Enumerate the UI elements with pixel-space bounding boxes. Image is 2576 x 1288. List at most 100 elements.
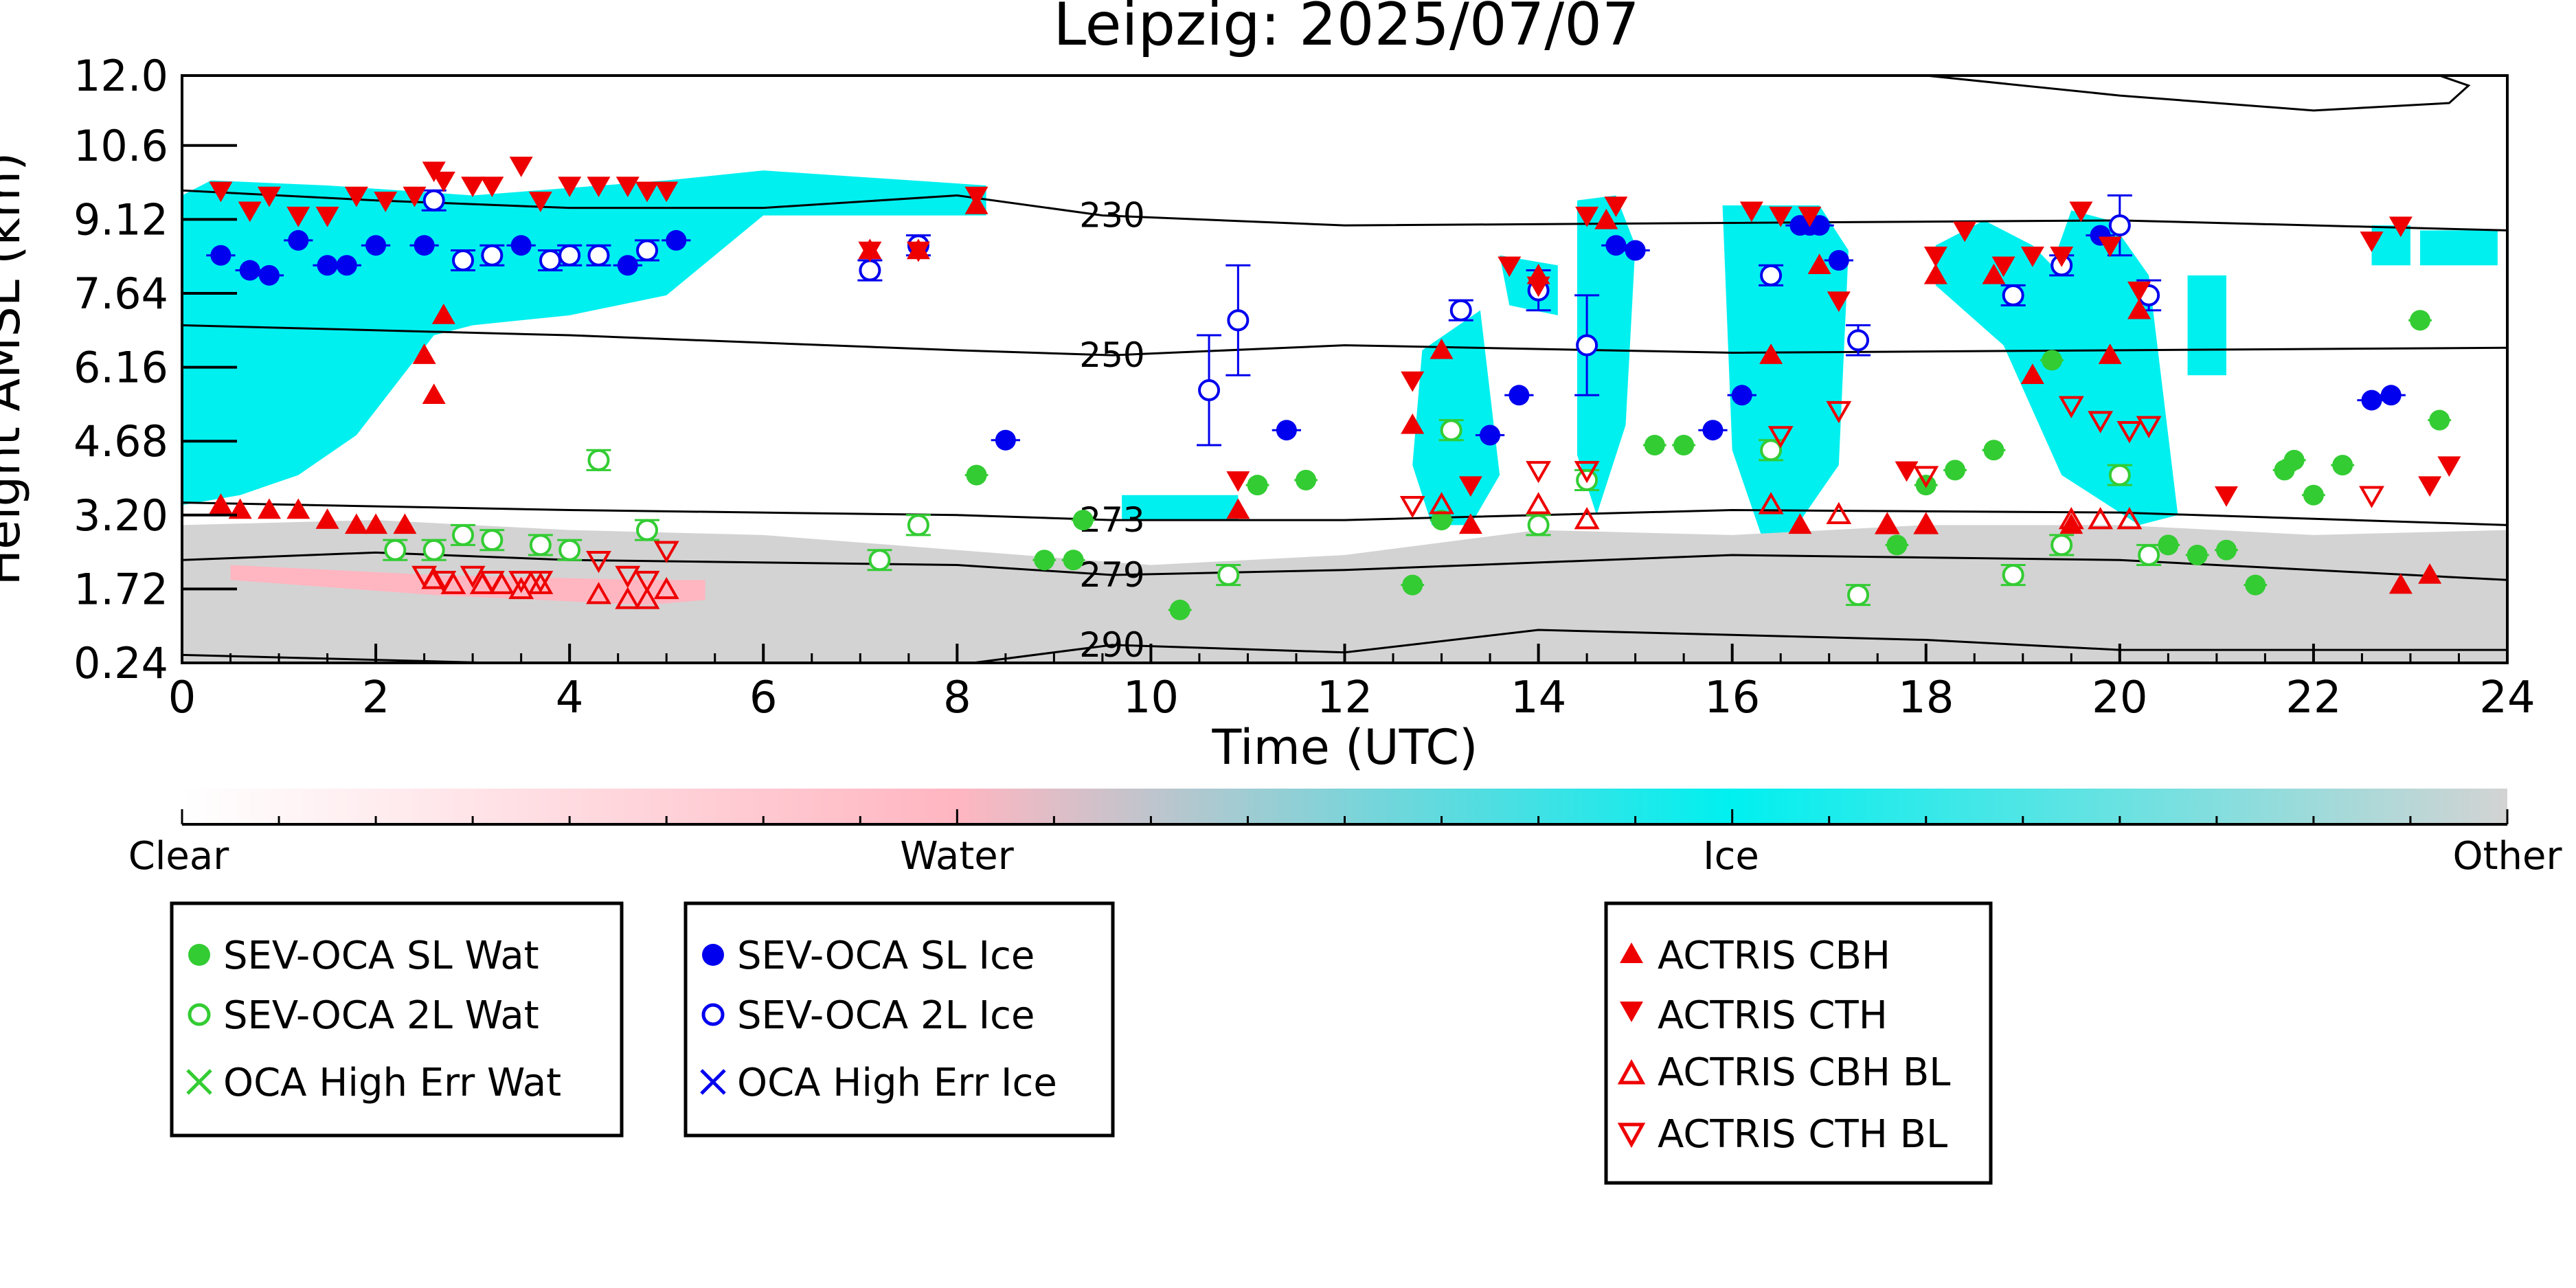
point <box>431 303 455 324</box>
point <box>461 177 485 197</box>
point <box>634 571 660 594</box>
point <box>2069 201 2093 223</box>
point <box>1429 492 1454 515</box>
point <box>2303 484 2324 506</box>
legend-ice: SEV-OCA SL Ice SEV-OCA 2L Ice OCA High E… <box>683 901 1115 1138</box>
colorbar-labels: Clear Water Ice Other <box>128 834 2563 879</box>
point <box>1731 385 1752 406</box>
point <box>1982 263 2006 284</box>
point <box>964 186 988 207</box>
point <box>1625 240 1646 261</box>
series-1 <box>383 419 2162 607</box>
point <box>1914 513 1938 534</box>
point <box>2098 236 2122 258</box>
point <box>1702 420 1724 441</box>
point <box>655 181 679 203</box>
point <box>907 514 929 536</box>
point <box>587 449 610 471</box>
point <box>431 171 455 192</box>
colorbar-label-other: Other <box>2452 834 2562 879</box>
point <box>1923 263 1947 284</box>
point <box>1594 208 1618 229</box>
point <box>1574 507 1600 530</box>
point <box>528 571 554 594</box>
point <box>2108 214 2131 237</box>
point <box>2098 343 2122 364</box>
point <box>1458 513 1482 534</box>
y-tick-label: 7.64 <box>74 269 168 319</box>
point <box>1399 496 1425 519</box>
region-5 <box>1722 205 1849 535</box>
point <box>2127 298 2151 319</box>
colorbar-label-clear: Clear <box>128 834 229 879</box>
point <box>2088 411 2114 433</box>
region-7 <box>2187 275 2226 376</box>
point <box>1574 461 1600 484</box>
point <box>2437 456 2461 477</box>
point <box>1769 206 1793 227</box>
point <box>452 249 475 272</box>
point <box>1431 510 1452 531</box>
point <box>2332 455 2353 476</box>
legend-label-cbh: ACTRIS CBH <box>1658 934 1890 978</box>
x-tick-label: 16 <box>1704 673 1760 723</box>
point <box>1402 574 1423 596</box>
legend-label-cth-bl: ACTRIS CTH BL <box>1658 1112 1947 1157</box>
colorbar-label-ice: Ice <box>1703 834 1759 879</box>
point <box>414 235 435 256</box>
point <box>1440 419 1462 442</box>
series-9 <box>411 396 2384 594</box>
legend-marker-sl-wat <box>188 944 210 966</box>
x-tick-label: 0 <box>168 673 196 723</box>
point <box>2388 216 2413 238</box>
point <box>1767 426 1794 449</box>
point <box>2136 416 2162 438</box>
colorbar-label-water: Water <box>900 834 1015 879</box>
point <box>2058 507 2084 530</box>
point <box>2020 363 2044 384</box>
point <box>1169 599 1190 620</box>
contour-290 <box>182 629 2507 663</box>
point <box>2380 385 2402 406</box>
point <box>2215 539 2237 561</box>
x-tick-label: 4 <box>556 673 584 723</box>
point <box>239 260 260 281</box>
point <box>653 576 679 600</box>
point <box>539 249 561 272</box>
contour-label-279: 279 <box>1079 555 1144 595</box>
point <box>1739 201 1763 223</box>
region-10 <box>182 520 2507 663</box>
point <box>1847 584 1870 607</box>
point <box>1953 221 1977 242</box>
point <box>1576 334 1598 357</box>
legend-label-sl-wat: SEV-OCA SL Wat <box>223 934 539 978</box>
point <box>1498 256 1522 278</box>
point <box>1526 461 1552 484</box>
region-9 <box>2420 230 2498 266</box>
point <box>2058 396 2084 418</box>
point <box>1923 246 1947 267</box>
point <box>1758 492 1784 515</box>
point <box>238 201 262 223</box>
legend-actris: ACTRIS CBH ACTRIS CTH ACTRIS CBH BL ACTR… <box>1604 901 1993 1185</box>
point <box>1401 413 1425 434</box>
point <box>452 523 475 546</box>
point <box>315 508 339 529</box>
point <box>586 550 611 574</box>
point <box>1798 206 1822 227</box>
x-axis-ticks: 0 2 4 6 8 10 12 14 16 18 20 22 24 <box>168 644 2535 723</box>
y-tick-label: 4.68 <box>74 416 168 466</box>
point <box>336 255 357 276</box>
point <box>2410 310 2431 331</box>
point <box>1226 498 1250 519</box>
legend-marker-cbh-bl <box>1617 1059 1646 1085</box>
point <box>209 493 233 515</box>
point <box>412 343 436 364</box>
y-tick-label: 0.24 <box>74 638 168 688</box>
point <box>1276 420 1297 441</box>
point <box>411 565 438 589</box>
point <box>2088 507 2114 530</box>
point <box>1827 291 1851 313</box>
point <box>1509 385 1530 406</box>
